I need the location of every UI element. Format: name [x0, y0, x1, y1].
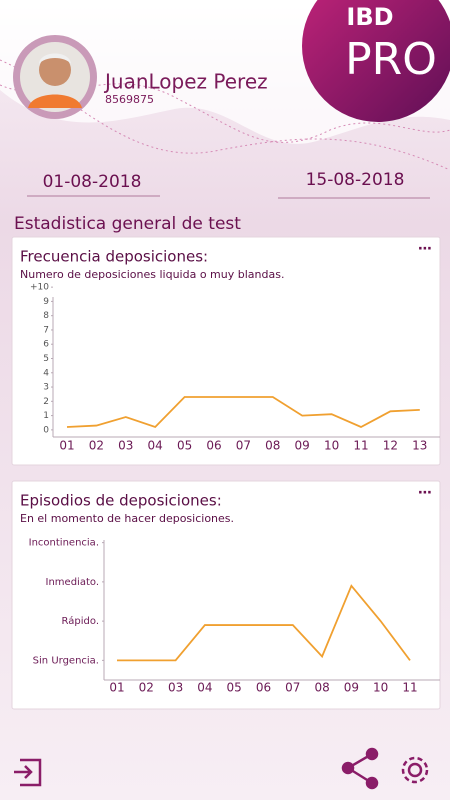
x-tick-label: 06: [256, 681, 271, 695]
logo-top: IBD: [346, 3, 393, 31]
x-tick-label: 05: [177, 439, 192, 453]
x-tick-label: 11: [402, 681, 417, 695]
wave-line: [0, 59, 450, 171]
chart-subtitle: En el momento de hacer deposiciones.: [20, 512, 234, 525]
x-tick-label: 08: [265, 439, 280, 453]
x-tick-label: 05: [227, 681, 242, 695]
date-to[interactable]: 15-08-2018: [306, 170, 405, 190]
x-tick-label: 01: [59, 439, 74, 453]
x-tick-label: 10: [324, 439, 339, 453]
menu-dots[interactable]: ⋯: [418, 485, 432, 501]
y-tick-label: Sin Urgencia.: [33, 655, 99, 666]
avatar-shirt: [28, 94, 82, 108]
user-name: JuanLopez Perez: [103, 70, 268, 94]
data-line: [66, 396, 420, 429]
x-tick-label: 02: [89, 439, 104, 453]
y-tick-label: Inmediato.: [46, 577, 99, 588]
menu-dots[interactable]: ⋯: [418, 241, 432, 257]
x-tick-label: 06: [206, 439, 221, 453]
logout-icon[interactable]: [14, 758, 42, 787]
x-tick-label: 07: [285, 681, 300, 695]
x-tick-label: 03: [118, 439, 133, 453]
chart-title: Episodios de deposiciones:: [20, 492, 222, 510]
share-icon[interactable]: [341, 747, 379, 790]
x-tick-label: 12: [383, 439, 398, 453]
user-id: 8569875: [105, 93, 154, 106]
date-from[interactable]: 01-08-2018: [43, 172, 142, 192]
x-tick-label: 09: [344, 681, 359, 695]
x-tick-label: 07: [236, 439, 251, 453]
wave-line: [0, 83, 450, 143]
data-line: [117, 584, 411, 662]
avatar-hair: [39, 53, 71, 64]
x-tick-label: 04: [148, 439, 163, 453]
y-tick-label: 0: [43, 425, 49, 435]
x-tick-label: 11: [353, 439, 368, 453]
chart-subtitle: Numero de deposiciones liquida o muy bla…: [20, 268, 284, 281]
x-tick-label: 02: [139, 681, 154, 695]
y-tick-label: 4: [43, 368, 49, 378]
x-tick-label: 01: [109, 681, 124, 695]
logo-circle: [302, 0, 450, 122]
chart-card: [11, 480, 441, 710]
x-tick-label: 09: [295, 439, 310, 453]
section-title: Estadistica general de test: [14, 214, 241, 234]
logo-bottom: PRO: [345, 34, 437, 85]
y-tick-label: 9: [43, 297, 49, 307]
y-tick-label: 8: [43, 311, 49, 321]
x-tick-label: 08: [314, 681, 329, 695]
y-tick-label: Incontinencia.: [29, 538, 99, 549]
y-tick-label: 5: [43, 354, 49, 364]
y-tick-label: Rápido.: [62, 615, 99, 627]
avatar-face: [39, 54, 71, 86]
settings-icon[interactable]: [401, 756, 429, 784]
x-tick-label: 10: [373, 681, 388, 695]
y-tick-label: 6: [43, 340, 49, 350]
chart-card: [11, 236, 441, 466]
y-tick-label: +10: [30, 283, 49, 293]
x-tick-label: 04: [197, 681, 212, 695]
y-tick-label: 7: [43, 325, 49, 335]
x-tick-label: 13: [412, 439, 427, 453]
x-tick-label: 03: [168, 681, 183, 695]
y-tick-label: 1: [43, 411, 49, 421]
y-tick-label: 3: [43, 383, 49, 393]
y-tick-label: 2: [43, 397, 49, 407]
chart-title: Frecuencia deposiciones:: [20, 248, 208, 266]
